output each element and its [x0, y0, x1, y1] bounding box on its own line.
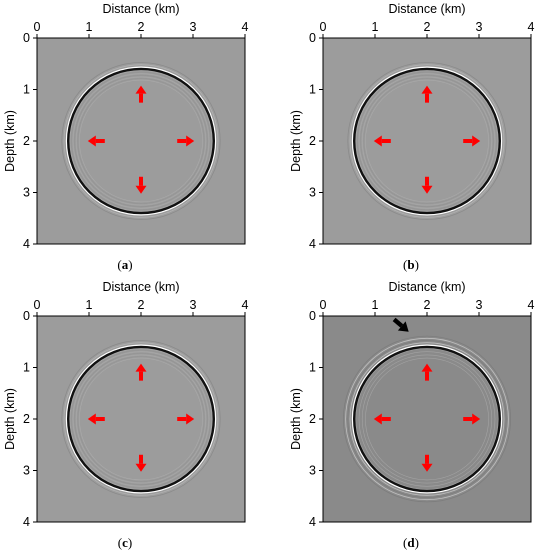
x-tick-label: 2 — [424, 20, 431, 34]
x-tick-label: 4 — [242, 20, 249, 34]
x-tick-label: 3 — [476, 298, 483, 312]
red-arrow-down — [135, 454, 147, 472]
x-axis-label: Distance (km) — [102, 2, 179, 16]
y-tick-label: 2 — [309, 134, 316, 148]
x-axis-label: Distance (km) — [388, 2, 465, 16]
x-tick-label: 3 — [476, 20, 483, 34]
x-tick-label: 0 — [34, 20, 41, 34]
red-arrow-right — [177, 135, 195, 147]
y-tick-label: 3 — [23, 464, 30, 478]
y-tick-label: 3 — [309, 186, 316, 200]
red-arrow-right — [177, 413, 195, 425]
x-tick-label: 0 — [320, 298, 327, 312]
x-tick-label: 2 — [424, 298, 431, 312]
red-arrow-left — [373, 135, 391, 147]
red-arrow-up — [421, 363, 433, 381]
red-arrow-down — [421, 176, 433, 194]
x-axis-label: Distance (km) — [102, 280, 179, 294]
y-tick-label: 3 — [309, 464, 316, 478]
panel-svg-a: Distance (km) Depth (km) 0 1 2 3 4 0 1 2 3 4 (a) — [3, 2, 249, 272]
x-tick-label: 1 — [372, 20, 379, 34]
y-tick-label: 1 — [309, 83, 316, 97]
panel-caption: (a) — [117, 257, 132, 272]
red-arrow-up — [135, 363, 147, 381]
wavefront-ring — [66, 345, 216, 493]
red-arrow-right — [463, 413, 481, 425]
y-axis-label: Depth (km) — [3, 110, 17, 172]
x-tick-label: 0 — [320, 20, 327, 34]
red-arrow-left — [373, 413, 391, 425]
y-tick-label: 3 — [23, 186, 30, 200]
panel-svg-d: Distance (km) Depth (km) 0 1 2 3 4 0 1 2 3 4 (d) — [289, 280, 535, 550]
y-tick-label: 0 — [309, 31, 316, 45]
red-arrow-right — [463, 135, 481, 147]
x-tick-label: 3 — [190, 20, 197, 34]
y-tick-label: 4 — [309, 515, 316, 529]
wavefront-ring — [66, 67, 216, 215]
x-tick-label: 4 — [528, 298, 535, 312]
panel-a: Distance (km) Depth (km) 0 1 2 3 4 0 1 2 3 4 (a) — [0, 0, 252, 272]
x-tick-label: 4 — [242, 298, 249, 312]
panel-svg-c: Distance (km) Depth (km) 0 1 2 3 4 0 1 2 3 4 (c) — [3, 280, 249, 550]
panel-b: Distance (km) Depth (km) 0 1 2 3 4 0 1 2 3 4 (b) — [286, 0, 538, 272]
y-axis-label: Depth (km) — [3, 388, 17, 450]
x-tick-label: 2 — [138, 298, 145, 312]
panel-c: Distance (km) Depth (km) 0 1 2 3 4 0 1 2 3 4 (c) — [0, 278, 252, 550]
y-tick-label: 2 — [23, 412, 30, 426]
panel-d: Distance (km) Depth (km) 0 1 2 3 4 0 1 2 3 4 (d) — [286, 278, 538, 550]
black-pointer-arrow — [392, 317, 409, 332]
y-tick-label: 2 — [23, 134, 30, 148]
y-tick-label: 4 — [23, 515, 30, 529]
wavefront-ring — [352, 67, 502, 215]
y-tick-label: 2 — [309, 412, 316, 426]
x-tick-label: 3 — [190, 298, 197, 312]
x-axis-label: Distance (km) — [388, 280, 465, 294]
red-arrow-up — [421, 85, 433, 103]
red-arrow-left — [87, 135, 105, 147]
y-tick-label: 4 — [309, 237, 316, 251]
x-tick-label: 4 — [528, 20, 535, 34]
x-tick-label: 1 — [372, 298, 379, 312]
y-tick-label: 4 — [23, 237, 30, 251]
y-tick-label: 0 — [23, 309, 30, 323]
x-tick-label: 1 — [86, 20, 93, 34]
x-tick-label: 2 — [138, 20, 145, 34]
x-tick-label: 1 — [86, 298, 93, 312]
red-arrow-left — [87, 413, 105, 425]
panel-caption: (d) — [403, 535, 419, 550]
y-tick-label: 1 — [23, 361, 30, 375]
y-tick-label: 0 — [309, 309, 316, 323]
panel-svg-b: Distance (km) Depth (km) 0 1 2 3 4 0 1 2 3 4 (b) — [289, 2, 535, 272]
y-tick-label: 0 — [23, 31, 30, 45]
x-tick-label: 0 — [34, 298, 41, 312]
y-axis-label: Depth (km) — [289, 388, 303, 450]
panel-caption: (b) — [403, 257, 419, 272]
red-arrow-down — [135, 176, 147, 194]
y-tick-label: 1 — [309, 361, 316, 375]
y-axis-label: Depth (km) — [289, 110, 303, 172]
red-arrow-down — [421, 454, 433, 472]
panel-caption: (c) — [118, 535, 132, 550]
wavefront-ring — [352, 345, 502, 493]
y-tick-label: 1 — [23, 83, 30, 97]
red-arrow-up — [135, 85, 147, 103]
